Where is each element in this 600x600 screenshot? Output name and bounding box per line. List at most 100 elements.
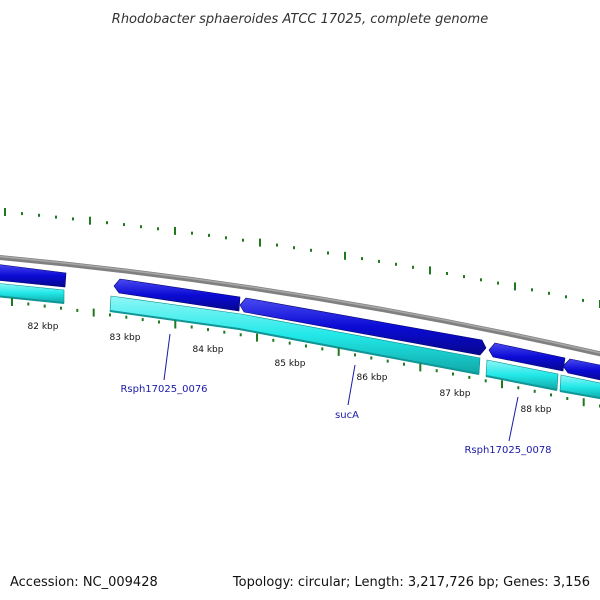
forward-feature[interactable] [0, 264, 67, 288]
minor-tick [272, 338, 275, 342]
major-tick [582, 398, 585, 407]
minor-tick [533, 389, 536, 393]
minor-tick [38, 213, 40, 217]
gene-label-lines [163, 333, 519, 442]
major-tick [514, 282, 516, 291]
outer-tick-ring [4, 208, 600, 308]
minor-tick [55, 215, 57, 219]
minor-tick [60, 306, 62, 310]
minor-tick [354, 353, 356, 357]
minor-tick [517, 386, 520, 390]
minor-tick [239, 333, 242, 337]
minor-tick [123, 223, 125, 227]
major-tick [256, 333, 258, 342]
minor-tick [446, 272, 448, 275]
forward-strand-features [0, 264, 600, 381]
minor-tick [242, 238, 244, 242]
kbp-label: 84 kbp [193, 345, 224, 355]
minor-tick [550, 393, 552, 397]
minor-tick [207, 328, 209, 332]
minor-tick [548, 291, 550, 295]
minor-tick [484, 379, 487, 383]
major-tick [11, 298, 13, 306]
minor-tick [157, 227, 159, 231]
major-tick [419, 363, 422, 372]
genome-backbone [0, 254, 600, 357]
minor-tick [566, 397, 569, 400]
gene-label-rsph17025-0078[interactable]: Rsph17025_0078 [464, 445, 551, 456]
minor-tick [140, 225, 142, 229]
minor-tick [305, 344, 307, 348]
minor-tick [225, 236, 227, 240]
major-tick [174, 226, 176, 235]
forward-feature[interactable] [239, 297, 487, 356]
gene-label-suca[interactable]: sucA [335, 410, 359, 421]
forward-feature[interactable] [113, 278, 241, 312]
kbp-label: 85 kbp [275, 359, 306, 369]
minor-tick [463, 275, 465, 279]
kbp-label: 87 kbp [440, 389, 471, 399]
minor-tick [480, 278, 482, 282]
minor-tick [327, 251, 329, 255]
major-tick [4, 208, 6, 216]
minor-tick [468, 375, 471, 379]
major-tick [337, 347, 340, 356]
minor-tick [76, 308, 79, 312]
gene-label-line [508, 396, 519, 442]
minor-tick [43, 304, 46, 308]
major-tick [259, 238, 261, 247]
reverse-strand-edge [0, 295, 600, 400]
minor-tick [395, 262, 397, 266]
minor-tick [21, 212, 23, 216]
minor-tick [109, 313, 111, 317]
minor-tick [412, 265, 414, 269]
minor-tick [106, 221, 108, 225]
major-tick [92, 308, 95, 317]
map-title: Rhodobacter sphaeroides ATCC 17025, comp… [112, 12, 488, 27]
minor-tick [310, 248, 312, 252]
minor-tick [582, 298, 584, 302]
minor-tick [370, 356, 373, 360]
gene-label-line [163, 333, 171, 381]
minor-tick [190, 325, 193, 329]
kbp-label: 82 kbp [28, 322, 59, 332]
major-tick [501, 380, 503, 389]
minor-tick [288, 341, 291, 345]
minor-tick [361, 257, 363, 261]
minor-tick [223, 330, 226, 334]
minor-tick [276, 243, 278, 247]
kbp-label: 83 kbp [110, 333, 141, 343]
minor-tick [386, 359, 389, 363]
minor-tick [497, 281, 499, 285]
minor-tick [191, 231, 193, 235]
minor-tick [403, 362, 405, 366]
genome-backbone-highlight [0, 255, 600, 354]
gene-label-rsph17025-0076[interactable]: Rsph17025_0076 [120, 384, 207, 395]
minor-tick [452, 372, 454, 376]
genome-summary-text: Topology: circular; Length: 3,217,726 bp… [232, 575, 590, 590]
minor-tick [293, 246, 295, 250]
minor-tick [531, 288, 533, 292]
forward-feature[interactable] [562, 358, 600, 381]
forward-feature[interactable] [488, 342, 566, 372]
minor-tick [141, 318, 144, 322]
accession-text: Accession: NC_009428 [10, 575, 158, 590]
minor-tick [565, 295, 567, 299]
minor-tick [27, 302, 30, 306]
major-tick [174, 320, 177, 329]
inner-tick-ring [11, 298, 600, 408]
minor-tick [321, 347, 324, 351]
minor-tick [125, 315, 128, 319]
minor-tick [208, 233, 210, 237]
kbp-label: 86 kbp [357, 373, 388, 383]
gene-label-line [347, 364, 356, 406]
minor-tick [435, 369, 438, 373]
gene-labels: Rsph17025_0076 sucA Rsph17025_0078 [120, 384, 551, 456]
major-tick [429, 266, 431, 275]
minor-tick [378, 259, 380, 263]
minor-tick [158, 320, 160, 324]
minor-tick [72, 217, 74, 221]
kbp-label: 88 kbp [521, 405, 552, 415]
major-tick [89, 216, 91, 225]
